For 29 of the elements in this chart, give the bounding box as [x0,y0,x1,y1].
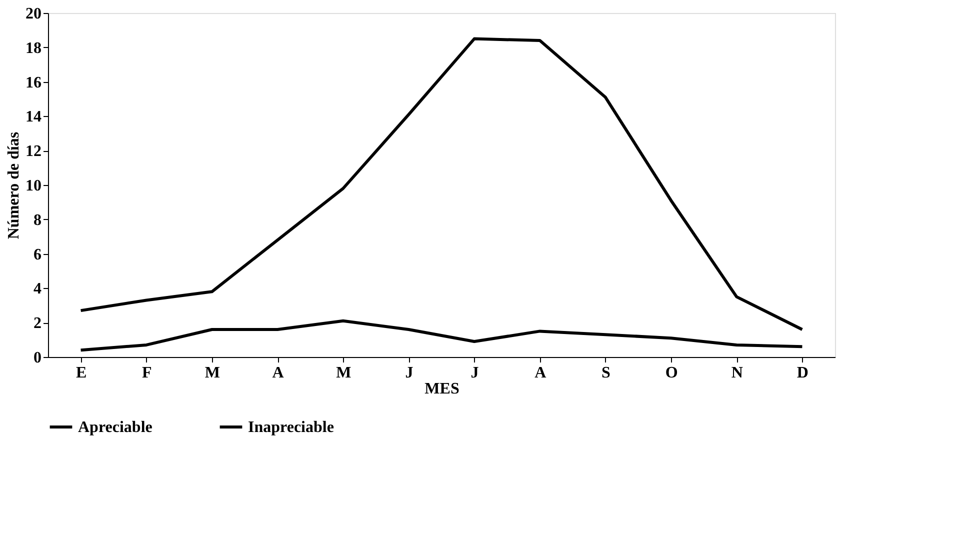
x-tick-label: J [405,364,414,382]
x-tick-label: M [336,364,352,382]
x-axis-title: MES [424,380,460,398]
y-tick-label: 18 [26,40,42,57]
y-tick-label: 4 [34,280,42,298]
x-tick-label: J [470,364,479,382]
x-tick-label: M [204,364,220,382]
y-tick-label: 2 [34,315,42,332]
x-tick-label: O [665,364,678,382]
x-tick-label: A [272,364,284,382]
x-tick-label: N [731,364,744,382]
y-tick-label: 8 [34,212,42,229]
legend-label: Inapreciable [248,419,334,436]
legend-label: Apreciable [78,419,152,436]
y-tick-label: 16 [26,74,42,92]
y-tick-label: 6 [34,246,42,264]
y-tick-label: 0 [34,350,42,366]
y-tick-label: 14 [26,108,42,126]
y-tick-label: 12 [26,143,42,160]
x-tick-label: A [534,364,547,382]
line-series [79,319,804,352]
x-tick-label: S [602,364,611,382]
x-tick-label: E [76,364,87,382]
y-tick-label: 20 [26,6,42,22]
y-tick-label: 10 [26,178,42,194]
x-tick-label: D [796,364,808,382]
line-series [79,37,804,331]
y-axis-title: Número de días [6,132,22,240]
x-tick-label: F [142,364,152,382]
